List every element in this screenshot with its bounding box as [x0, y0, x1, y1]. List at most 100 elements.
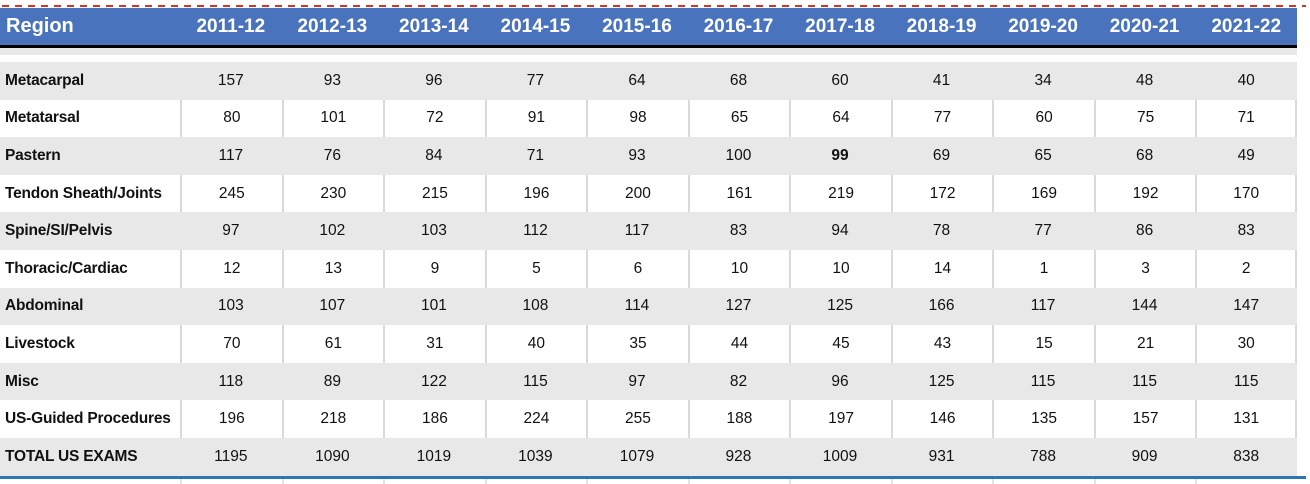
- value-cell[interactable]: 188: [687, 400, 790, 438]
- value-cell[interactable]: 41: [890, 62, 993, 100]
- value-cell[interactable]: 115: [1093, 362, 1196, 401]
- row-label-cell[interactable]: US-Guided Procedures: [0, 400, 181, 438]
- row-label-cell[interactable]: TOTAL US EXAMS: [0, 437, 181, 476]
- value-cell[interactable]: 30: [1195, 325, 1297, 363]
- value-cell[interactable]: 83: [1195, 212, 1297, 250]
- value-cell[interactable]: 101: [281, 99, 384, 138]
- value-cell[interactable]: 169: [992, 174, 1094, 213]
- value-cell[interactable]: 219: [789, 174, 891, 213]
- value-cell[interactable]: 64: [586, 62, 688, 100]
- value-cell[interactable]: 125: [890, 362, 993, 401]
- value-cell[interactable]: 76: [281, 137, 384, 175]
- header-cell-year[interactable]: 2013-14: [383, 8, 485, 48]
- value-cell[interactable]: 117: [180, 137, 282, 175]
- value-cell[interactable]: 115: [992, 362, 1094, 401]
- value-cell[interactable]: 196: [180, 400, 282, 438]
- value-cell[interactable]: 186: [383, 400, 485, 438]
- value-cell[interactable]: 224: [484, 400, 587, 438]
- value-cell[interactable]: 49: [1195, 137, 1297, 175]
- value-cell[interactable]: 103: [180, 287, 282, 326]
- value-cell[interactable]: 96: [383, 62, 485, 100]
- header-cell-year[interactable]: 2011-12: [180, 8, 282, 48]
- value-cell[interactable]: 45: [789, 325, 891, 363]
- row-label-cell[interactable]: Livestock: [0, 325, 181, 363]
- value-cell[interactable]: 10: [789, 249, 891, 288]
- value-cell[interactable]: 838: [1195, 437, 1297, 476]
- value-cell[interactable]: 1009: [789, 437, 891, 476]
- value-cell[interactable]: 86: [1093, 212, 1196, 250]
- value-cell[interactable]: 40: [1195, 62, 1297, 100]
- header-cell-year[interactable]: 2021-22: [1195, 8, 1297, 48]
- value-cell[interactable]: 157: [180, 62, 282, 100]
- value-cell[interactable]: 12: [180, 249, 282, 288]
- value-cell[interactable]: 161: [687, 174, 790, 213]
- value-cell[interactable]: 200: [586, 174, 688, 213]
- header-cell-year[interactable]: 2018-19: [890, 8, 993, 48]
- value-cell[interactable]: 21: [1093, 325, 1196, 363]
- value-cell[interactable]: 117: [992, 287, 1094, 326]
- value-cell[interactable]: 909: [1093, 437, 1196, 476]
- value-cell[interactable]: 197: [789, 400, 891, 438]
- value-cell[interactable]: 93: [281, 62, 384, 100]
- value-cell[interactable]: 40: [484, 325, 587, 363]
- value-cell[interactable]: 3: [1093, 249, 1196, 288]
- row-label-cell[interactable]: Abdominal: [0, 287, 181, 326]
- value-cell[interactable]: 97: [586, 362, 688, 401]
- value-cell[interactable]: 157: [1093, 400, 1196, 438]
- value-cell[interactable]: 114: [586, 287, 688, 326]
- value-cell[interactable]: 6: [586, 249, 688, 288]
- row-label-cell[interactable]: Metacarpal: [0, 62, 181, 100]
- header-cell-year[interactable]: 2015-16: [586, 8, 688, 48]
- value-cell[interactable]: 93: [586, 137, 688, 175]
- row-label-cell[interactable]: Tendon Sheath/Joints: [0, 174, 181, 213]
- value-cell[interactable]: 65: [687, 99, 790, 138]
- value-cell[interactable]: 102: [281, 212, 384, 250]
- header-cell-year[interactable]: 2020-21: [1093, 8, 1196, 48]
- value-cell[interactable]: 9: [383, 249, 485, 288]
- value-cell[interactable]: 98: [586, 99, 688, 138]
- header-cell-year[interactable]: 2016-17: [687, 8, 790, 48]
- value-cell[interactable]: 68: [1093, 137, 1196, 175]
- value-cell[interactable]: 61: [281, 325, 384, 363]
- value-cell[interactable]: 68: [687, 62, 790, 100]
- value-cell[interactable]: 96: [789, 362, 891, 401]
- value-cell[interactable]: 144: [1093, 287, 1196, 326]
- value-cell[interactable]: 100: [687, 137, 790, 175]
- value-cell[interactable]: 71: [1195, 99, 1297, 138]
- value-cell[interactable]: 43: [890, 325, 993, 363]
- value-cell[interactable]: 1195: [180, 437, 282, 476]
- value-cell[interactable]: 31: [383, 325, 485, 363]
- value-cell[interactable]: 78: [890, 212, 993, 250]
- value-cell[interactable]: 255: [586, 400, 688, 438]
- value-cell[interactable]: 1039: [484, 437, 587, 476]
- value-cell[interactable]: 125: [789, 287, 891, 326]
- value-cell[interactable]: 10: [687, 249, 790, 288]
- value-cell[interactable]: 35: [586, 325, 688, 363]
- header-cell-year[interactable]: 2014-15: [484, 8, 587, 48]
- value-cell[interactable]: 107: [281, 287, 384, 326]
- value-cell[interactable]: 117: [586, 212, 688, 250]
- value-cell[interactable]: 101: [383, 287, 485, 326]
- header-cell-year[interactable]: 2019-20: [992, 8, 1094, 48]
- value-cell[interactable]: 108: [484, 287, 587, 326]
- row-label-cell[interactable]: Thoracic/Cardiac: [0, 249, 181, 288]
- value-cell[interactable]: 115: [484, 362, 587, 401]
- header-cell-year[interactable]: 2017-18: [789, 8, 891, 48]
- value-cell[interactable]: 1090: [281, 437, 384, 476]
- value-cell[interactable]: 5: [484, 249, 587, 288]
- value-cell[interactable]: 103: [383, 212, 485, 250]
- value-cell[interactable]: 94: [789, 212, 891, 250]
- value-cell[interactable]: 931: [890, 437, 993, 476]
- value-cell[interactable]: 91: [484, 99, 587, 138]
- value-cell[interactable]: 13: [281, 249, 384, 288]
- value-cell[interactable]: 75: [1093, 99, 1196, 138]
- value-cell[interactable]: 65: [992, 137, 1094, 175]
- value-cell[interactable]: 77: [992, 212, 1094, 250]
- value-cell[interactable]: 172: [890, 174, 993, 213]
- value-cell[interactable]: 115: [1195, 362, 1297, 401]
- value-cell[interactable]: 135: [992, 400, 1094, 438]
- value-cell[interactable]: 80: [180, 99, 282, 138]
- value-cell[interactable]: 928: [687, 437, 790, 476]
- value-cell[interactable]: 245: [180, 174, 282, 213]
- value-cell[interactable]: 71: [484, 137, 587, 175]
